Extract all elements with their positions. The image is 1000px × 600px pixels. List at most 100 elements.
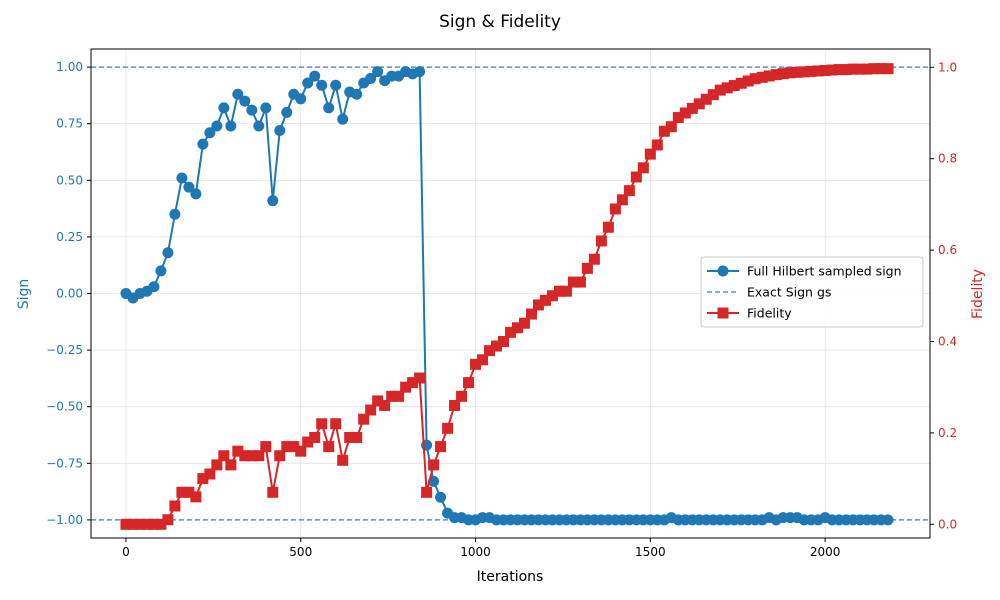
right-tick-label: 0.8 [938,152,957,166]
fidelity-point [267,486,279,498]
sign-point [232,88,244,100]
sign-point [246,104,258,116]
left-tick-label: 0.50 [56,173,83,187]
sign-point [330,79,342,91]
fidelity-point [491,340,503,352]
sign-point [295,93,307,105]
fidelity-point [560,285,572,297]
fidelity-point [630,171,642,183]
legend-box [700,256,924,328]
fidelity-point [302,436,314,448]
fidelity-point [456,390,468,402]
sign-point [337,113,349,125]
sign-point [162,247,174,259]
fidelity-point [847,63,859,75]
sign-point [351,88,363,100]
fidelity-point [218,450,230,462]
fidelity-point [644,148,656,160]
fidelity-point [239,450,251,462]
right-axis-label: Fidelity [970,269,986,319]
sign-point [316,79,328,91]
fidelity-point [609,203,621,215]
x-tick-label: 2000 [810,545,841,559]
fidelity-point [749,73,761,85]
fidelity-point [791,66,803,78]
fidelity-point [665,121,677,133]
left-tick-label: 1.00 [56,60,83,74]
chart-title: Sign & Fidelity [439,12,561,32]
fidelity-point [162,514,174,526]
fidelity-point [337,454,349,466]
fidelity-point [686,102,698,114]
fidelity-point [770,69,782,81]
fidelity-point [435,441,447,453]
fidelity-point [532,299,544,311]
left-tick-label: −0.50 [46,400,83,414]
sign-point [323,102,335,114]
fidelity-point [679,107,691,119]
fidelity-point [477,354,489,366]
legend-sign-label: Full Hilbert sampled sign [747,264,902,279]
fidelity-point [204,468,216,480]
sign-point [204,127,216,139]
right-tick-label: 0.0 [938,517,957,531]
fidelity-point [176,486,188,498]
right-tick-label: 0.4 [938,334,957,348]
sign-point [267,195,279,207]
sign-point [882,514,894,526]
fidelity-point [567,276,579,288]
fidelity-point [840,64,852,76]
sign-point [155,265,167,277]
fidelity-point [868,63,880,75]
fidelity-point [400,381,412,393]
left-tick-label: −1.00 [46,513,83,527]
sign-point [274,125,286,136]
fidelity-point [232,445,244,457]
fidelity-point [854,63,866,75]
fidelity-point [379,399,391,411]
fidelity-point [414,372,426,384]
fidelity-point [169,500,181,512]
fidelity-point [693,98,705,110]
fidelity-point [428,459,440,471]
fidelity-point [672,112,684,124]
legend: Full Hilbert sampled sign Exact Sign gs … [700,256,924,328]
fidelity-point [721,82,733,94]
sign-point [176,172,188,184]
fidelity-point [141,518,153,530]
fidelity-point [511,322,523,334]
fidelity-point [784,67,796,79]
sign-point [414,66,426,78]
fidelity-point [616,194,628,206]
left-tick-label: 0.75 [56,117,83,131]
sign-point [190,188,202,200]
fidelity-point [518,317,530,329]
fidelity-point [623,185,635,197]
fidelity-point [735,77,747,89]
fidelity-point [861,63,873,75]
fidelity-point [281,441,293,453]
legend-exact-label: Exact Sign gs [747,285,831,300]
sign-point [281,106,293,118]
fidelity-point [372,395,384,407]
sign-point [365,72,377,84]
fidelity-point [330,418,342,430]
fidelity-point [449,399,461,411]
right-axis-ticks: 0.0 0.2 0.4 0.6 0.8 1.0 [930,60,957,531]
left-tick-label: −0.75 [46,456,83,470]
sign-point [225,120,237,132]
fidelity-point [120,518,132,530]
fidelity-point [798,66,810,78]
legend-fidelity-label: Fidelity [747,306,792,321]
fidelity-point [323,441,335,453]
right-tick-label: 0.2 [938,426,957,440]
fidelity-point [421,486,433,498]
fidelity-point [498,335,510,347]
fidelity-point [393,390,405,402]
fidelity-point [742,75,754,87]
sign-point [302,77,314,89]
fidelity-point [826,64,838,76]
right-tick-label: 1.0 [938,60,957,74]
sign-point [309,70,321,82]
